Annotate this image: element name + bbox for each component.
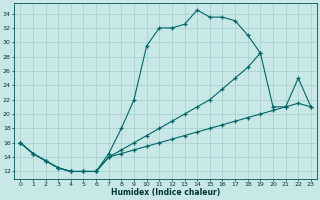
X-axis label: Humidex (Indice chaleur): Humidex (Indice chaleur) <box>111 188 220 197</box>
